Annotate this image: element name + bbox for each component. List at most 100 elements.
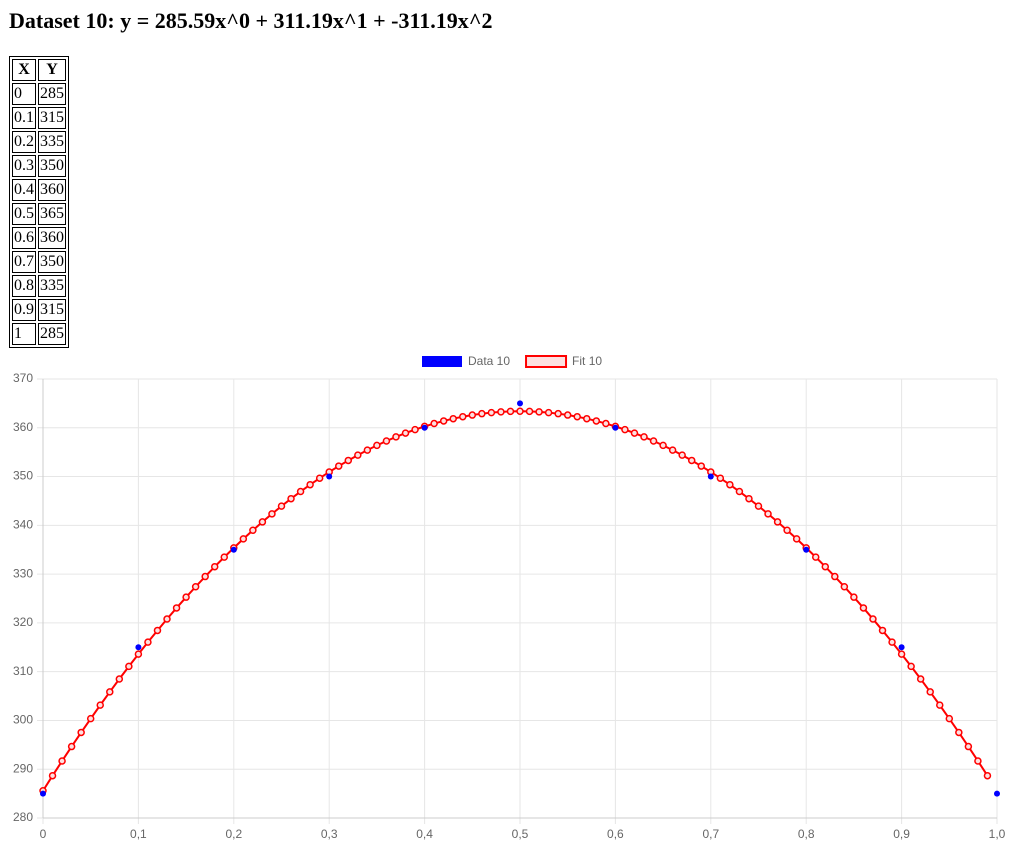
legend-label: Data 10 (468, 354, 510, 368)
fit-point (916, 675, 925, 683)
fit-point (888, 638, 896, 646)
x-tick-label: 0,7 (702, 827, 719, 841)
fit-point (945, 714, 954, 723)
fit-point (153, 626, 162, 635)
fit-point (67, 742, 76, 751)
fit-point (478, 409, 486, 418)
fit-point (106, 688, 114, 696)
fit-point (678, 451, 686, 459)
fit-point (716, 474, 725, 482)
fit-point (459, 412, 467, 421)
fit-point (96, 701, 104, 709)
data-point (517, 400, 523, 407)
fit-point (134, 650, 143, 658)
table-cell: 360 (38, 179, 66, 201)
data-table: X Y 0 285 0.1 315 0.2 335 0.3 350 0.4 360 0.5 365 0.… (9, 56, 69, 348)
table-cell: 0 (12, 83, 36, 105)
table-cell: 315 (38, 107, 66, 129)
x-tick-label: 0,1 (130, 827, 147, 841)
fit-point (354, 451, 362, 459)
fit-point (974, 757, 982, 765)
table-cell: 350 (38, 251, 66, 273)
table-row: 0.8 335 (12, 275, 66, 297)
fit-point (745, 494, 753, 503)
fit-point (182, 593, 190, 601)
fit-point (983, 771, 992, 780)
fit-point (897, 650, 906, 658)
fit-point (955, 728, 963, 737)
y-tick-label: 370 (13, 371, 33, 385)
fit-point (792, 535, 801, 543)
fit-point (621, 425, 629, 434)
data-point (994, 790, 1000, 797)
legend-swatch (525, 355, 568, 368)
column-header: X (12, 59, 36, 81)
fit-point (77, 728, 85, 737)
table-cell: 285 (38, 323, 66, 345)
table-cell: 315 (38, 299, 66, 321)
fit-point (554, 409, 562, 418)
data-point (135, 644, 142, 651)
fit-point (592, 417, 601, 425)
fit-point (697, 462, 706, 470)
y-tick-label: 290 (13, 761, 33, 775)
fit-point (487, 408, 496, 417)
fit-line (42, 410, 989, 792)
fit-point (334, 462, 343, 470)
fit-point (268, 510, 276, 518)
fit-point (831, 572, 839, 581)
fit-point (382, 437, 391, 445)
fit-point (144, 638, 152, 646)
table-cell: 350 (38, 155, 66, 177)
legend-label: Fit 10 (572, 354, 602, 368)
data-point (898, 644, 905, 651)
fit-point (315, 474, 324, 482)
fit-point (850, 593, 858, 601)
fit-point (287, 494, 295, 503)
y-tick-label: 280 (13, 810, 33, 824)
fit-point (583, 414, 591, 423)
table-cell: 0.3 (12, 155, 36, 177)
table-cell: 365 (38, 203, 66, 225)
fit-point (258, 518, 267, 526)
fit-point (926, 688, 934, 696)
table-cell: 1 (12, 323, 36, 345)
fit-point (516, 407, 524, 415)
table-cell: 335 (38, 275, 66, 297)
fit-point (764, 510, 772, 518)
data-point (612, 424, 619, 431)
fit-point (249, 526, 257, 535)
fit-point (964, 742, 973, 751)
page-title: Dataset 10: y = 285.59x^0 + 311.19x^1 + … (9, 8, 493, 33)
fit-point (783, 526, 791, 535)
fit-point (363, 446, 372, 454)
fit-point (449, 414, 457, 423)
fit-point (86, 714, 95, 723)
data-point (40, 790, 46, 797)
x-tick-label: 0,2 (225, 827, 242, 841)
table-cell: 335 (38, 131, 66, 153)
x-tick-label: 0,9 (893, 827, 910, 841)
data-point (230, 546, 237, 553)
fit-point (726, 480, 734, 489)
fit-point (563, 411, 572, 419)
fit-point (821, 562, 830, 571)
x-tick-label: 0,4 (416, 827, 433, 841)
fit-point (773, 518, 782, 526)
x-tick-label: 0,5 (512, 827, 529, 841)
table-row: 0.5 365 (12, 203, 66, 225)
fit-point (125, 662, 133, 671)
fit-point (344, 456, 353, 465)
data-point (326, 473, 333, 480)
fit-point (430, 419, 438, 428)
fit-point (859, 604, 868, 612)
table-row: 0.3 350 (12, 155, 66, 177)
y-tick-label: 310 (13, 664, 33, 678)
fit-point (48, 771, 57, 780)
fit-point (201, 572, 209, 581)
fit-point (411, 425, 419, 434)
table-cell: 360 (38, 227, 66, 249)
table-row: 0.9 315 (12, 299, 66, 321)
x-tick-label: 0,6 (607, 827, 624, 841)
